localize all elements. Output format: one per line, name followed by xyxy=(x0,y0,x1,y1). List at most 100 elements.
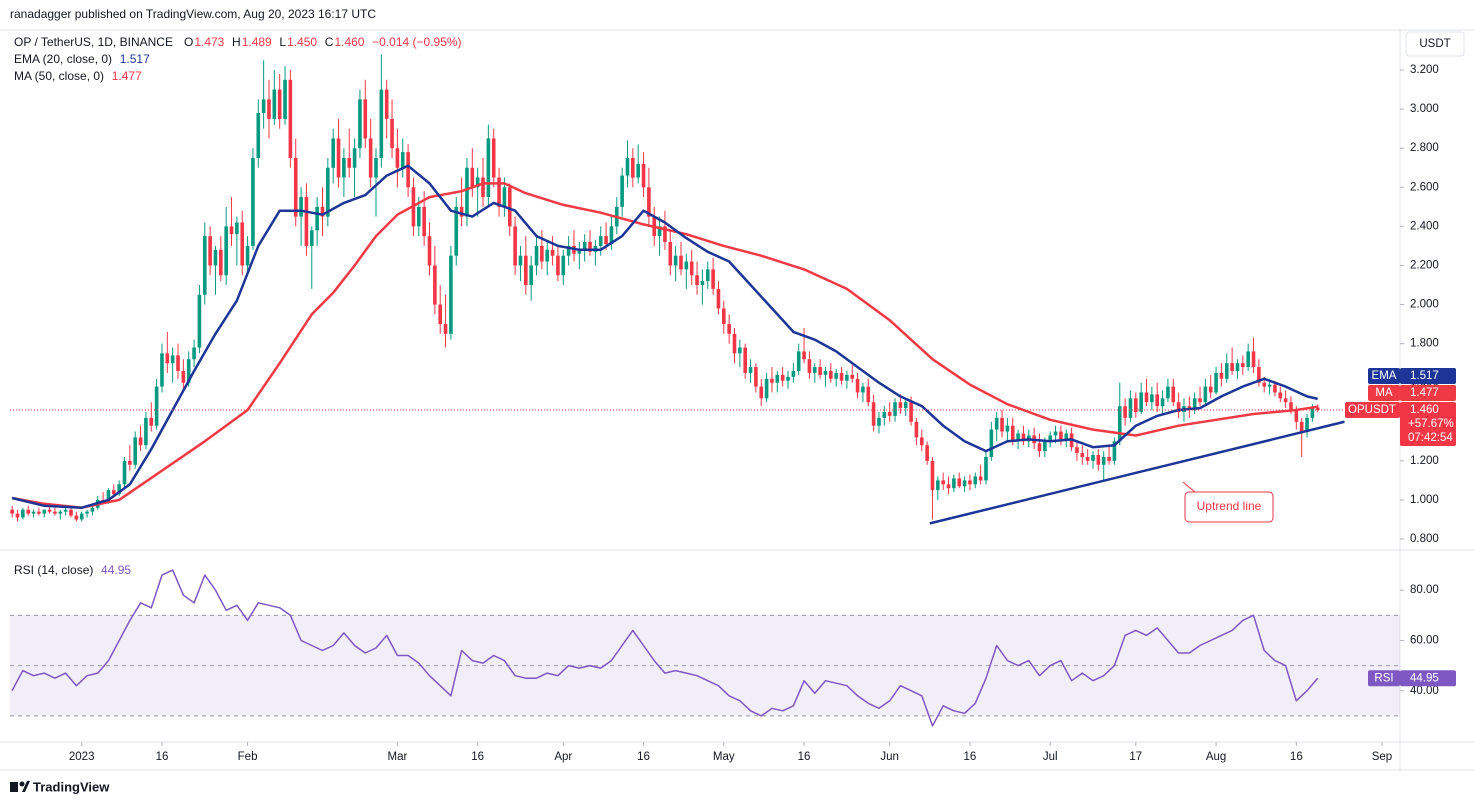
ema-line xyxy=(11,164,1318,509)
candle-body xyxy=(1091,454,1095,461)
candle-body xyxy=(764,378,769,399)
candle-body xyxy=(229,226,234,235)
candle-body xyxy=(277,89,282,119)
candle-body xyxy=(454,206,459,256)
candle-body xyxy=(85,511,89,514)
candle-body xyxy=(26,509,30,514)
rsi-tag-label-box xyxy=(1368,670,1400,687)
y-tick-label: 3.200 xyxy=(1410,64,1439,76)
candle-body xyxy=(861,386,865,393)
candle-body xyxy=(877,417,881,426)
candle-body xyxy=(74,515,79,520)
candle-body xyxy=(582,242,587,250)
rsi-tick-label: 80.00 xyxy=(1410,584,1439,596)
candle-body xyxy=(1241,363,1245,368)
x-tick-label: May xyxy=(713,751,735,763)
candle-body xyxy=(1176,402,1181,413)
candle-body xyxy=(871,402,876,426)
candle-body xyxy=(936,480,940,491)
candle-body xyxy=(1144,392,1149,403)
rsi-tick-label: 60.00 xyxy=(1410,634,1439,646)
candle-body xyxy=(631,157,635,178)
candle-body xyxy=(320,206,325,217)
candle-body xyxy=(219,249,223,276)
annotation-text: Uptrend line xyxy=(1197,499,1262,513)
candle-body xyxy=(641,163,646,188)
candle-body xyxy=(1267,384,1272,387)
candle-body xyxy=(90,507,95,512)
candle-body xyxy=(561,255,566,276)
candle-body xyxy=(647,187,651,217)
candle-body xyxy=(1117,406,1122,442)
candle-body xyxy=(673,255,678,266)
candle-body xyxy=(202,236,207,295)
candle-body xyxy=(1139,392,1143,413)
candle-body xyxy=(748,367,753,373)
candle-body xyxy=(486,138,491,198)
candle-body xyxy=(331,138,335,168)
candle-body xyxy=(1251,351,1256,368)
ohlc-letter: O xyxy=(183,35,194,49)
candle-body xyxy=(170,355,175,364)
candle-body xyxy=(529,265,533,285)
candle-body xyxy=(994,417,999,430)
candle-body xyxy=(829,370,833,379)
y-tick-label: 1.800 xyxy=(1410,338,1439,350)
price-tag-value: 1.460 xyxy=(1410,404,1439,416)
candle-body xyxy=(636,163,640,178)
candle-body xyxy=(256,113,261,158)
candle-body xyxy=(42,509,47,514)
candle-body xyxy=(962,480,967,487)
candle-body xyxy=(358,99,362,149)
candle-body xyxy=(1315,407,1320,411)
candle-body xyxy=(299,197,303,217)
candle-body xyxy=(1112,441,1117,461)
candle-body xyxy=(1123,406,1127,418)
candle-body xyxy=(598,236,603,246)
ohlc-letter: L xyxy=(279,35,287,49)
candle-body xyxy=(711,269,715,289)
ma-value: 1.477 xyxy=(111,69,142,83)
candle-body xyxy=(1294,410,1299,422)
logo-mark xyxy=(10,782,18,792)
candle-body xyxy=(1134,398,1138,413)
candle-body xyxy=(1080,453,1085,457)
candle-body xyxy=(1257,367,1261,383)
y-tick-label: 2.600 xyxy=(1410,181,1439,193)
candle-body xyxy=(1283,398,1288,403)
price-tag-countdown: 07:42:54 xyxy=(1408,432,1453,444)
candle-body xyxy=(427,236,432,266)
candle-body xyxy=(556,255,560,276)
candle-body xyxy=(1155,394,1160,407)
candle-body xyxy=(400,152,405,168)
candle-body xyxy=(1128,398,1133,418)
candle-body xyxy=(663,226,667,243)
candle-body xyxy=(1048,435,1052,442)
ema-tag-label-box xyxy=(1368,368,1400,385)
candle-body xyxy=(882,412,887,418)
ma-tag-label: MA xyxy=(1375,387,1393,399)
y-tick-label: 2.800 xyxy=(1410,142,1439,154)
logo-mark xyxy=(22,781,30,792)
ma-tag-value: 1.477 xyxy=(1410,387,1439,399)
publish-info: ranadagger published on TradingView.com,… xyxy=(10,7,376,21)
candle-body xyxy=(112,490,116,495)
candle-body xyxy=(368,138,373,178)
candle-body xyxy=(1219,372,1224,379)
y-tick-label: 1.000 xyxy=(1410,494,1439,506)
annotation-pointer xyxy=(1182,481,1197,494)
candle-body xyxy=(272,89,277,119)
candle-body xyxy=(63,509,68,512)
candle-body xyxy=(154,386,159,426)
candle-body xyxy=(160,353,164,387)
candle-body xyxy=(721,308,726,325)
candle-body xyxy=(1214,372,1218,393)
candle-body xyxy=(989,429,994,457)
candle-body xyxy=(695,275,699,285)
candle-body xyxy=(775,374,780,383)
candle-body xyxy=(1230,363,1234,371)
candle-body xyxy=(1037,443,1042,452)
logo-text: TradingView xyxy=(33,779,110,794)
candle-body xyxy=(1021,433,1026,442)
